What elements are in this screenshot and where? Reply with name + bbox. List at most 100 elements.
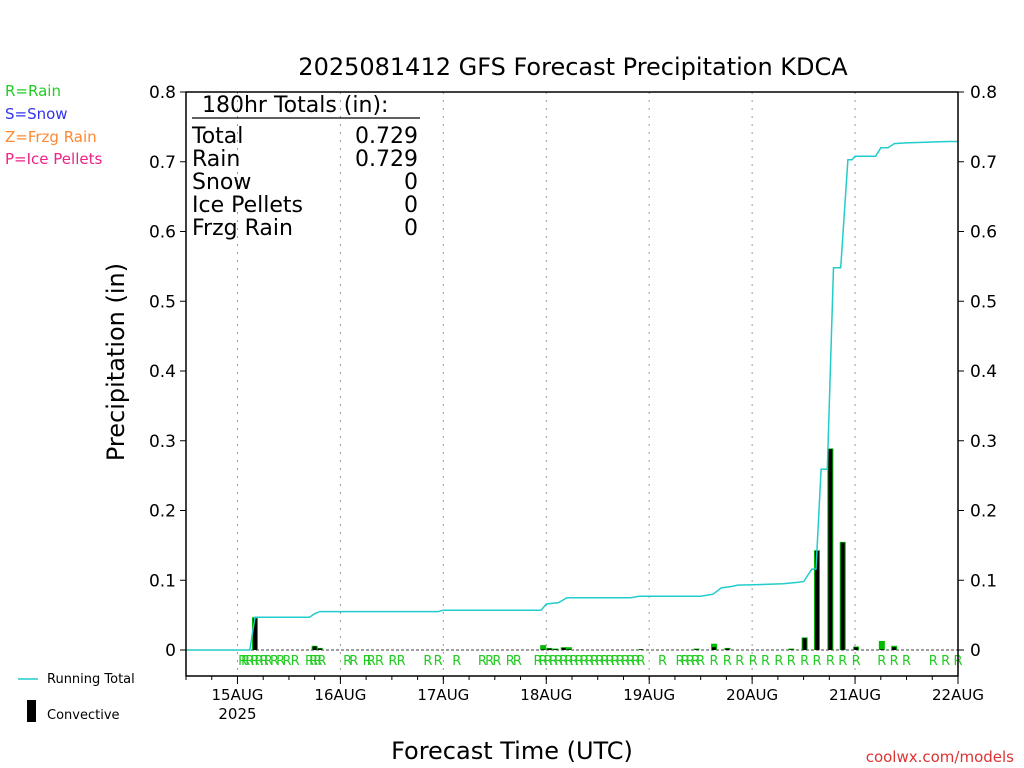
- convective-bar: [252, 618, 257, 650]
- y-tick-label-right: 0.6: [970, 223, 997, 243]
- totals-row-value: 0: [404, 170, 418, 195]
- precip-type-letter: R: [250, 654, 259, 669]
- convective-bar: [553, 649, 558, 650]
- precip-type-letter: R: [564, 654, 573, 669]
- y-tick-label-right: 0.7: [970, 153, 997, 173]
- precip-type-letter: R: [506, 654, 515, 669]
- precip-bar: [540, 645, 547, 650]
- precip-type-letter: R: [877, 654, 886, 669]
- precip-type-letter: R: [264, 654, 273, 669]
- precip-type-letter: R: [890, 654, 899, 669]
- running-total-legend-label: Running Total: [47, 672, 135, 687]
- precip-type-letter: R: [585, 654, 594, 669]
- convective-bar: [828, 449, 833, 650]
- precip-type-letter: R: [238, 654, 247, 669]
- precip-type-letter: R: [305, 654, 314, 669]
- y-tick-label-left: 0.8: [149, 83, 176, 103]
- precip-type-letter: R: [774, 654, 783, 669]
- legend-frzg-rain: Z=Frzg Rain: [5, 128, 97, 146]
- precip-type-letter: R: [826, 654, 835, 669]
- y-axis-label: Precipitation (in): [102, 263, 130, 461]
- precip-type-letter: R: [580, 654, 589, 669]
- precip-type-letter: R: [691, 654, 700, 669]
- precip-type-letter: R: [852, 654, 861, 669]
- precip-type-letter: R: [621, 654, 630, 669]
- x-tick-label: 21AUG: [829, 686, 881, 704]
- running-total-line: [186, 140, 958, 651]
- precip-bar: [878, 640, 885, 650]
- precip-type-letter: R: [631, 654, 640, 669]
- precip-type-letter: R: [349, 654, 358, 669]
- y-tick-label-left: 0.7: [149, 153, 176, 173]
- convective-bar: [317, 648, 322, 650]
- precip-type-letter: R: [590, 654, 599, 669]
- precip-type-letter: R: [686, 654, 695, 669]
- legend-snow: S=Snow: [5, 105, 68, 123]
- convective-bar: [541, 649, 546, 650]
- convective-legend-label: Convective: [47, 708, 120, 723]
- precip-type-letter: R: [313, 654, 322, 669]
- convective-bar: [814, 550, 819, 650]
- precip-type-letter: R: [549, 654, 558, 669]
- precip-type-letter: R: [696, 654, 705, 669]
- y-tick-label-left: 0: [165, 641, 176, 661]
- plot-frame: [185, 91, 959, 677]
- convective-bar: [712, 647, 717, 650]
- y-tick-label-right: 0: [970, 641, 981, 661]
- precip-type-letter: R: [735, 654, 744, 669]
- precip-type-letter: R: [929, 654, 938, 669]
- precip-type-letter: R: [941, 654, 950, 669]
- y-tick-label-left: 0.5: [149, 292, 176, 312]
- convective-bar: [879, 649, 884, 650]
- y-tick-label-right: 0.4: [970, 362, 997, 382]
- convective-bar: [312, 646, 317, 650]
- precip-type-letter: R: [375, 654, 384, 669]
- convective-bar: [566, 649, 571, 650]
- precip-type-letter: R: [544, 654, 553, 669]
- convective-bar: [725, 648, 730, 650]
- precip-type-letter: R: [539, 654, 548, 669]
- precip-type-letter: R: [388, 654, 397, 669]
- convective-bar: [840, 542, 845, 650]
- precip-type-letter: R: [710, 654, 719, 669]
- precip-type-letter: R: [723, 654, 732, 669]
- precip-type-letter: R: [681, 654, 690, 669]
- precip-type-letter: R: [397, 654, 406, 669]
- precip-type-letter: R: [245, 654, 254, 669]
- convective-bar: [789, 649, 794, 650]
- precip-type-letter: R: [575, 654, 584, 669]
- precip-type-letter: R: [367, 654, 376, 669]
- y-tick-label-right: 0.8: [970, 83, 997, 103]
- y-tick-label-left: 0.4: [149, 362, 176, 382]
- x-tick-label: 22AUG: [932, 686, 984, 704]
- x-tick-label: 15AUG: [211, 686, 263, 704]
- precip-bar: [711, 643, 718, 650]
- totals-box: 180hr Totals (in): Total 0.729 Rain 0.729 Sn…: [191, 93, 420, 241]
- precip-type-letter: R: [452, 654, 461, 669]
- precip-bar: [565, 647, 572, 650]
- y-tick-label-right: 0.2: [970, 502, 997, 522]
- precip-type-letter: R: [363, 654, 372, 669]
- legend-ice-pellets: P=Ice Pellets: [5, 150, 102, 168]
- x-tick-label: 18AUG: [520, 686, 572, 704]
- precip-type-letter: R: [309, 654, 318, 669]
- precip-type-letter: R: [423, 654, 432, 669]
- grid-lines: [186, 92, 958, 676]
- x-tick-label: 20AUG: [726, 686, 778, 704]
- precip-type-letter: R: [478, 654, 487, 669]
- precip-type-letter: R: [554, 654, 563, 669]
- y-tick-label-left: 0.3: [149, 432, 176, 452]
- precip-type-letter: R: [611, 654, 620, 669]
- totals-heading: 180hr Totals (in):: [202, 93, 388, 118]
- x-tick-label: 17AUG: [417, 686, 469, 704]
- totals-row-label: Rain: [192, 147, 240, 172]
- precip-type-letter: R: [492, 654, 501, 669]
- convective-bar: [892, 647, 897, 650]
- convective-bar: [854, 647, 859, 650]
- y-tick-label-left: 0.6: [149, 223, 176, 243]
- totals-row-label: Ice Pellets: [192, 193, 303, 218]
- precip-type-letter: R: [282, 654, 291, 669]
